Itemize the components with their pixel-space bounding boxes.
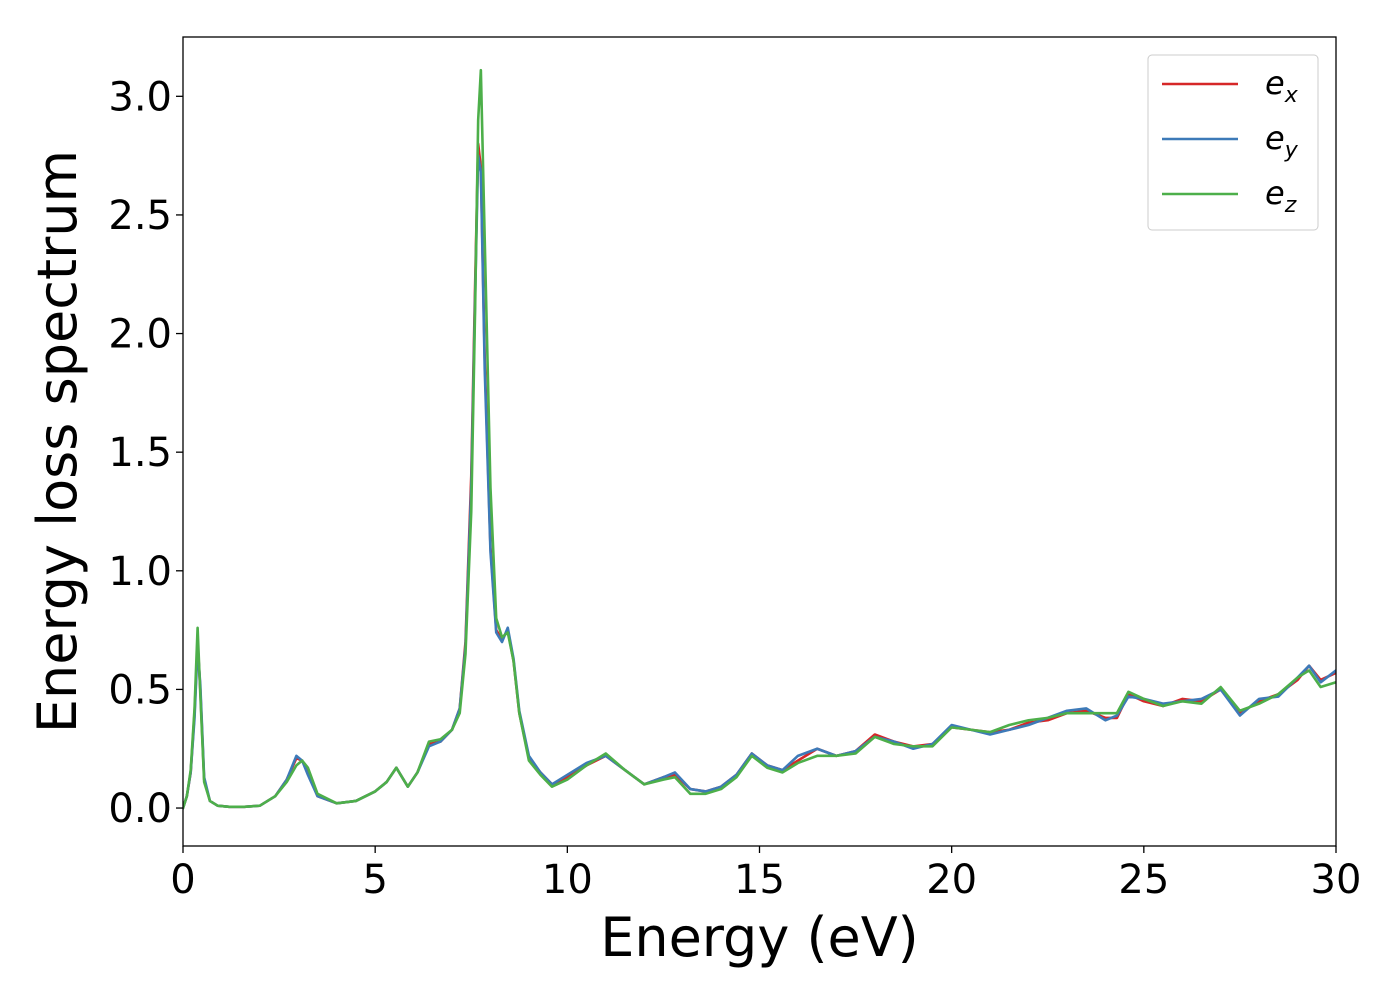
x-tick-label: 10 — [542, 857, 593, 903]
y-tick-label: 1.0 — [108, 549, 172, 595]
y-axis-ticks: 0.0 0.5 1.0 1.5 2.0 2.5 3.0 — [108, 74, 183, 832]
y-tick-label: 2.0 — [108, 312, 172, 358]
series-line-e_x — [183, 142, 1336, 810]
series-line-e_z — [183, 68, 1336, 810]
series-line-e_y — [183, 154, 1336, 810]
y-tick-label: 0.0 — [108, 786, 172, 832]
x-tick-label: 5 — [362, 857, 387, 903]
y-tick-label: 1.5 — [108, 430, 172, 476]
legend: ex ey ez — [1147, 54, 1319, 231]
legend-label-e_y: ey — [1265, 119, 1299, 163]
legend-label-e_z: ez — [1265, 174, 1297, 218]
x-axis-ticks: 0 5 10 15 20 25 30 — [170, 846, 1361, 903]
y-tick-label: 0.5 — [108, 667, 172, 713]
x-axis-title: Energy (eV) — [600, 906, 919, 969]
y-tick-label: 3.0 — [108, 74, 172, 120]
x-tick-label: 15 — [734, 857, 785, 903]
x-tick-label: 20 — [926, 857, 977, 903]
y-axis-title: Energy loss spectrum — [26, 150, 89, 733]
x-tick-label: 30 — [1311, 857, 1362, 903]
legend-items: ex ey ez — [1162, 64, 1299, 218]
x-tick-label: 0 — [170, 857, 195, 903]
x-tick-label: 25 — [1118, 857, 1169, 903]
y-tick-label: 2.5 — [108, 193, 172, 239]
legend-label-e_x: ex — [1265, 64, 1299, 108]
plot-lines — [183, 68, 1336, 810]
legend-box — [1147, 54, 1319, 231]
